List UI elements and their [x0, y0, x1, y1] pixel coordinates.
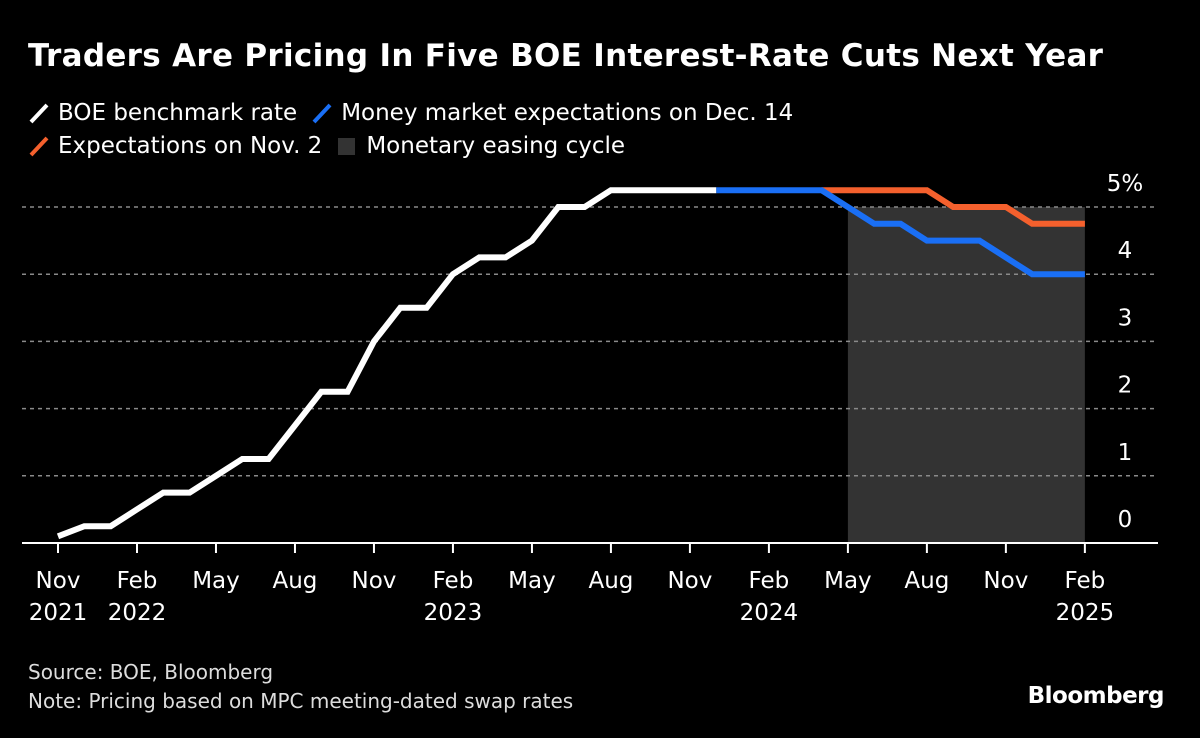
y-tick-label: 2 — [1118, 373, 1133, 399]
easing-cycle-region — [847, 207, 1085, 543]
x-tick-label-year: 2022 — [108, 600, 167, 626]
x-tick-label-month: Feb — [1065, 568, 1106, 594]
legend-label: Monetary easing cycle — [366, 133, 626, 159]
legend-square-icon — [338, 138, 356, 155]
legend-line-icon — [29, 103, 49, 124]
legend-item-boe-rate: BOE benchmark rate — [28, 100, 297, 126]
chart-title: Traders Are Pricing In Five BOE Interest… — [28, 38, 1104, 74]
x-tick-label-month: Aug — [273, 568, 318, 594]
x-tick-label-month: May — [508, 568, 556, 594]
legend-label: Money market expectations on Dec. 14 — [341, 100, 794, 126]
series-line-2 — [716, 187, 1085, 278]
y-tick-label: 0 — [1118, 507, 1133, 533]
x-tick-label-month: Feb — [433, 568, 474, 594]
y-tick-label: 4 — [1118, 238, 1133, 264]
legend-item-dec14: Money market expectations on Dec. 14 — [311, 100, 793, 126]
y-tick-label: 1 — [1118, 440, 1133, 466]
footnote: Note: Pricing based on MPC meeting-dated… — [28, 689, 574, 713]
x-tick-label-month: Nov — [36, 568, 81, 594]
y-tick-label: 3 — [1118, 305, 1133, 331]
x-tick-label-month: Feb — [749, 568, 790, 594]
x-tick-label-month: Aug — [904, 568, 949, 594]
legend-row-2: Expectations on Nov. 2 Monetary easing c… — [28, 133, 639, 159]
legend-item-easing: Monetary easing cycle — [336, 133, 625, 159]
legend-row-1: BOE benchmark rate Money market expectat… — [28, 100, 807, 126]
x-tick-label-month: Nov — [983, 568, 1028, 594]
x-tick-label-year: 2024 — [740, 600, 799, 626]
x-tick-label-month: Nov — [352, 568, 397, 594]
x-tick-label-month: Nov — [667, 568, 712, 594]
y-tick-label: 5% — [1107, 171, 1144, 197]
legend-label: Expectations on Nov. 2 — [58, 133, 323, 159]
legend-label: BOE benchmark rate — [58, 100, 298, 126]
series-line-0 — [56, 187, 717, 540]
x-tick-label-month: Feb — [117, 568, 158, 594]
legend-line-icon — [29, 136, 49, 157]
legend-item-nov2: Expectations on Nov. 2 — [28, 133, 322, 159]
x-tick-label-year: 2025 — [1056, 600, 1115, 626]
x-tick-label-month: Aug — [588, 568, 633, 594]
bloomberg-logo: Bloomberg — [1027, 683, 1165, 709]
x-tick-label-month: May — [192, 568, 240, 594]
x-tick-label-year: 2021 — [29, 600, 88, 626]
legend-line-icon — [312, 103, 332, 124]
x-tick-label-month: May — [824, 568, 872, 594]
source-note: Source: BOE, Bloomberg — [28, 660, 274, 684]
series-line-1 — [821, 187, 1085, 227]
x-tick-label-year: 2023 — [424, 600, 483, 626]
